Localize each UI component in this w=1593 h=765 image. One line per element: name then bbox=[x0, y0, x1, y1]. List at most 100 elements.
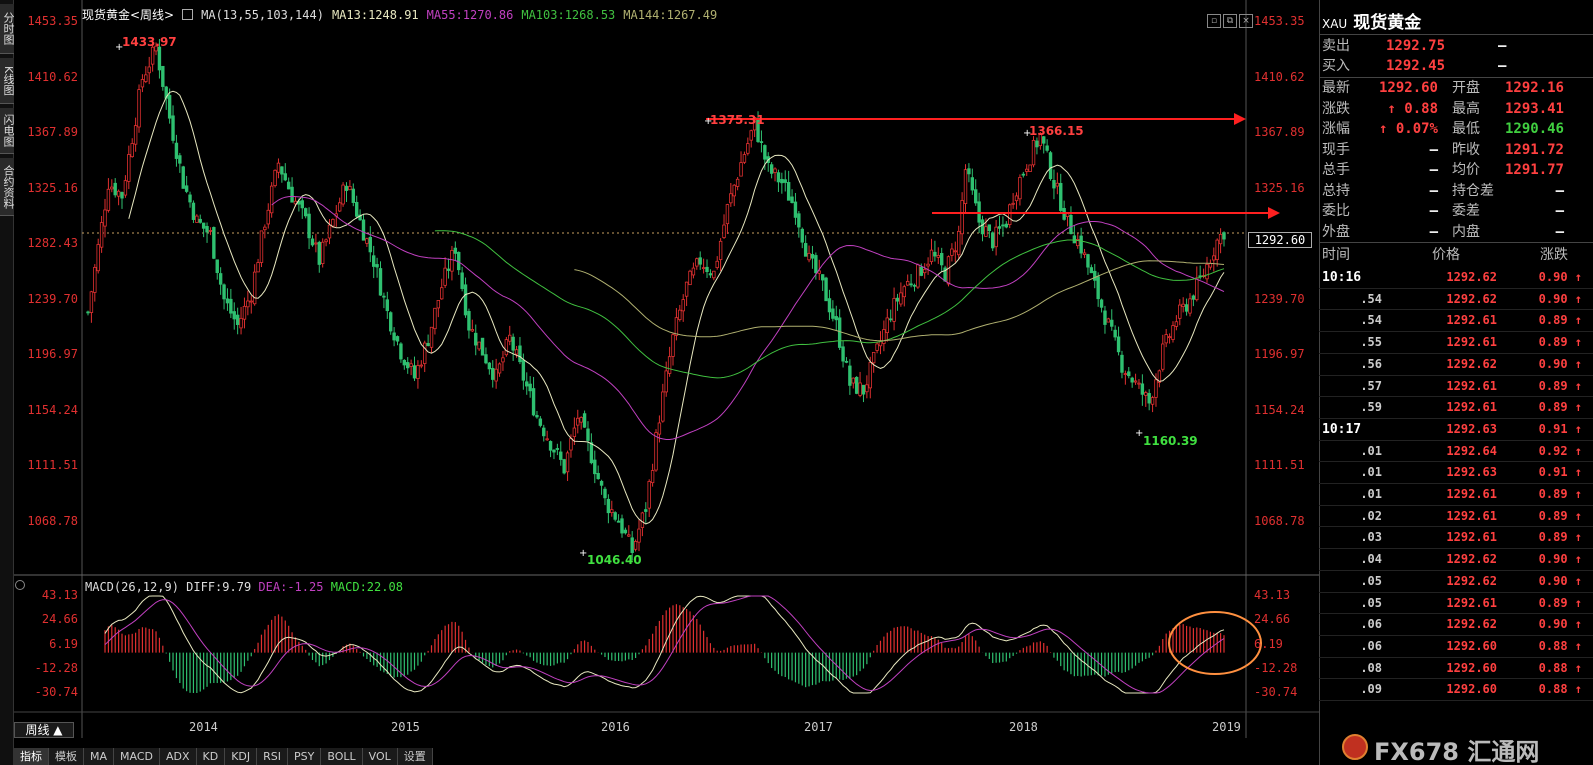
candle-body bbox=[586, 428, 590, 441]
candle-body bbox=[1099, 299, 1104, 308]
candle-body bbox=[940, 253, 944, 266]
candle-body bbox=[1171, 325, 1175, 340]
period-selector[interactable]: 周线 ▲ bbox=[14, 722, 74, 738]
candle-body bbox=[1123, 373, 1128, 376]
quote-value: 1292.60 bbox=[1378, 80, 1438, 96]
indicator-tab[interactable]: VOL bbox=[362, 748, 398, 765]
macd-tick-right: 43.13 bbox=[1254, 588, 1291, 602]
instrument-code: XAU bbox=[1322, 17, 1348, 31]
highlight-circle bbox=[1168, 611, 1262, 675]
candle-body bbox=[453, 247, 458, 254]
tab-contract-info[interactable]: 合约资料 bbox=[0, 158, 15, 216]
tab-timeshare[interactable]: 分时图 bbox=[0, 4, 15, 54]
candle-body bbox=[644, 509, 648, 512]
restore-icon[interactable]: ⧉ bbox=[1223, 14, 1237, 28]
indicator-tab[interactable]: ADX bbox=[160, 748, 197, 765]
candle-body bbox=[144, 74, 148, 82]
indicator-tabs: 指标 模板 MA MACD ADX KD KDJ RSI PSY BOLL VOL 设置 bbox=[14, 748, 433, 765]
candle-body bbox=[409, 363, 413, 367]
indicator-tab[interactable]: 模板 bbox=[49, 748, 84, 765]
candle-body bbox=[769, 164, 774, 174]
candle-body bbox=[161, 65, 165, 87]
fx678-logo-icon bbox=[1342, 734, 1368, 760]
indicator-tab[interactable]: 指标 bbox=[14, 748, 49, 765]
tab-flash[interactable]: 闪电图 bbox=[0, 108, 15, 154]
candle-body bbox=[1059, 182, 1063, 211]
instrument-name: 现货黄金 bbox=[1353, 13, 1422, 33]
candle-body bbox=[705, 266, 709, 273]
candle-body bbox=[310, 238, 315, 246]
candle-body bbox=[201, 222, 206, 229]
candle-body bbox=[997, 226, 1002, 229]
tab-kline[interactable]: K线图 bbox=[0, 58, 15, 104]
candle-body bbox=[140, 79, 145, 88]
candle-body bbox=[518, 345, 522, 363]
tick-change: 0.89 ↑ bbox=[1538, 400, 1582, 415]
candle-body bbox=[406, 362, 410, 369]
candle-body bbox=[895, 297, 900, 302]
tick-price: 1292.62 bbox=[1446, 270, 1497, 284]
candle-body bbox=[739, 162, 743, 177]
indicator-tab[interactable]: PSY bbox=[288, 748, 322, 765]
ma13-line bbox=[128, 90, 1225, 525]
kline-chart[interactable]: + + + + + bbox=[0, 0, 1319, 740]
candle-body bbox=[1048, 152, 1053, 180]
quote-label: 涨跌 bbox=[1322, 100, 1350, 117]
candle-body bbox=[572, 427, 577, 437]
candle-body bbox=[905, 280, 910, 286]
candle-body bbox=[212, 227, 216, 259]
candle-body bbox=[1195, 277, 1199, 301]
indicator-tab[interactable]: 设置 bbox=[397, 748, 433, 765]
tick-price: 1292.61 bbox=[1446, 487, 1497, 501]
indicator-tab[interactable]: MA bbox=[84, 748, 115, 765]
swing-marker: + bbox=[579, 548, 587, 559]
candle-body bbox=[542, 427, 546, 437]
price-tick-left: 1325.16 bbox=[27, 180, 78, 195]
candle-body bbox=[232, 311, 236, 320]
indicator-tab[interactable]: KD bbox=[196, 748, 226, 765]
candle-body bbox=[929, 249, 934, 263]
candle-body bbox=[725, 204, 730, 225]
tick-time: 10:16 bbox=[1322, 270, 1362, 285]
candle-body bbox=[103, 209, 107, 227]
close-icon[interactable]: × bbox=[1239, 14, 1253, 28]
indicator-tab[interactable]: MACD bbox=[114, 748, 160, 765]
indicator-tab[interactable]: KDJ bbox=[225, 748, 258, 765]
candle-body bbox=[1164, 334, 1168, 344]
ma-settings-icon[interactable] bbox=[182, 9, 194, 20]
candle-body bbox=[718, 240, 723, 260]
candle-body bbox=[712, 270, 716, 279]
candle-body bbox=[402, 359, 407, 366]
candle-body bbox=[249, 300, 253, 303]
candle-body bbox=[892, 298, 896, 322]
candle-body bbox=[752, 117, 757, 131]
candle-body bbox=[909, 283, 913, 286]
minimize-icon[interactable]: ▫ bbox=[1207, 14, 1221, 28]
candle-body bbox=[875, 343, 879, 351]
quote-label: 开盘 bbox=[1452, 80, 1480, 96]
candle-body bbox=[810, 253, 815, 259]
candle-body bbox=[759, 141, 764, 144]
indicator-tab[interactable]: RSI bbox=[257, 748, 289, 765]
price-tick-right: 1325.16 bbox=[1254, 180, 1305, 195]
candle-body bbox=[1004, 223, 1009, 228]
tick-row: .06 1292.62 0.90 ↑ bbox=[1322, 614, 1590, 635]
candle-body bbox=[286, 181, 291, 190]
candle-body bbox=[974, 189, 978, 204]
ma55-line bbox=[271, 195, 1225, 440]
candle-body bbox=[372, 255, 376, 267]
candle-body bbox=[280, 166, 284, 175]
quote-value: ↑ 0.07% bbox=[1378, 121, 1438, 137]
candle-body bbox=[120, 192, 124, 199]
tick-time: .01 bbox=[1360, 487, 1382, 501]
macd-settings-icon[interactable] bbox=[15, 580, 25, 590]
indicator-tab[interactable]: BOLL bbox=[321, 748, 363, 765]
candle-body bbox=[463, 284, 468, 316]
candle-body bbox=[436, 300, 441, 309]
tick-row: 10:16 1292.62 0.90 ↑ bbox=[1322, 267, 1590, 288]
tick-row: .54 1292.62 0.90 ↑ bbox=[1322, 289, 1590, 310]
ma144-line bbox=[574, 260, 1225, 342]
candle-body bbox=[130, 143, 134, 158]
candle-body bbox=[654, 432, 658, 471]
candle-body bbox=[667, 356, 672, 374]
